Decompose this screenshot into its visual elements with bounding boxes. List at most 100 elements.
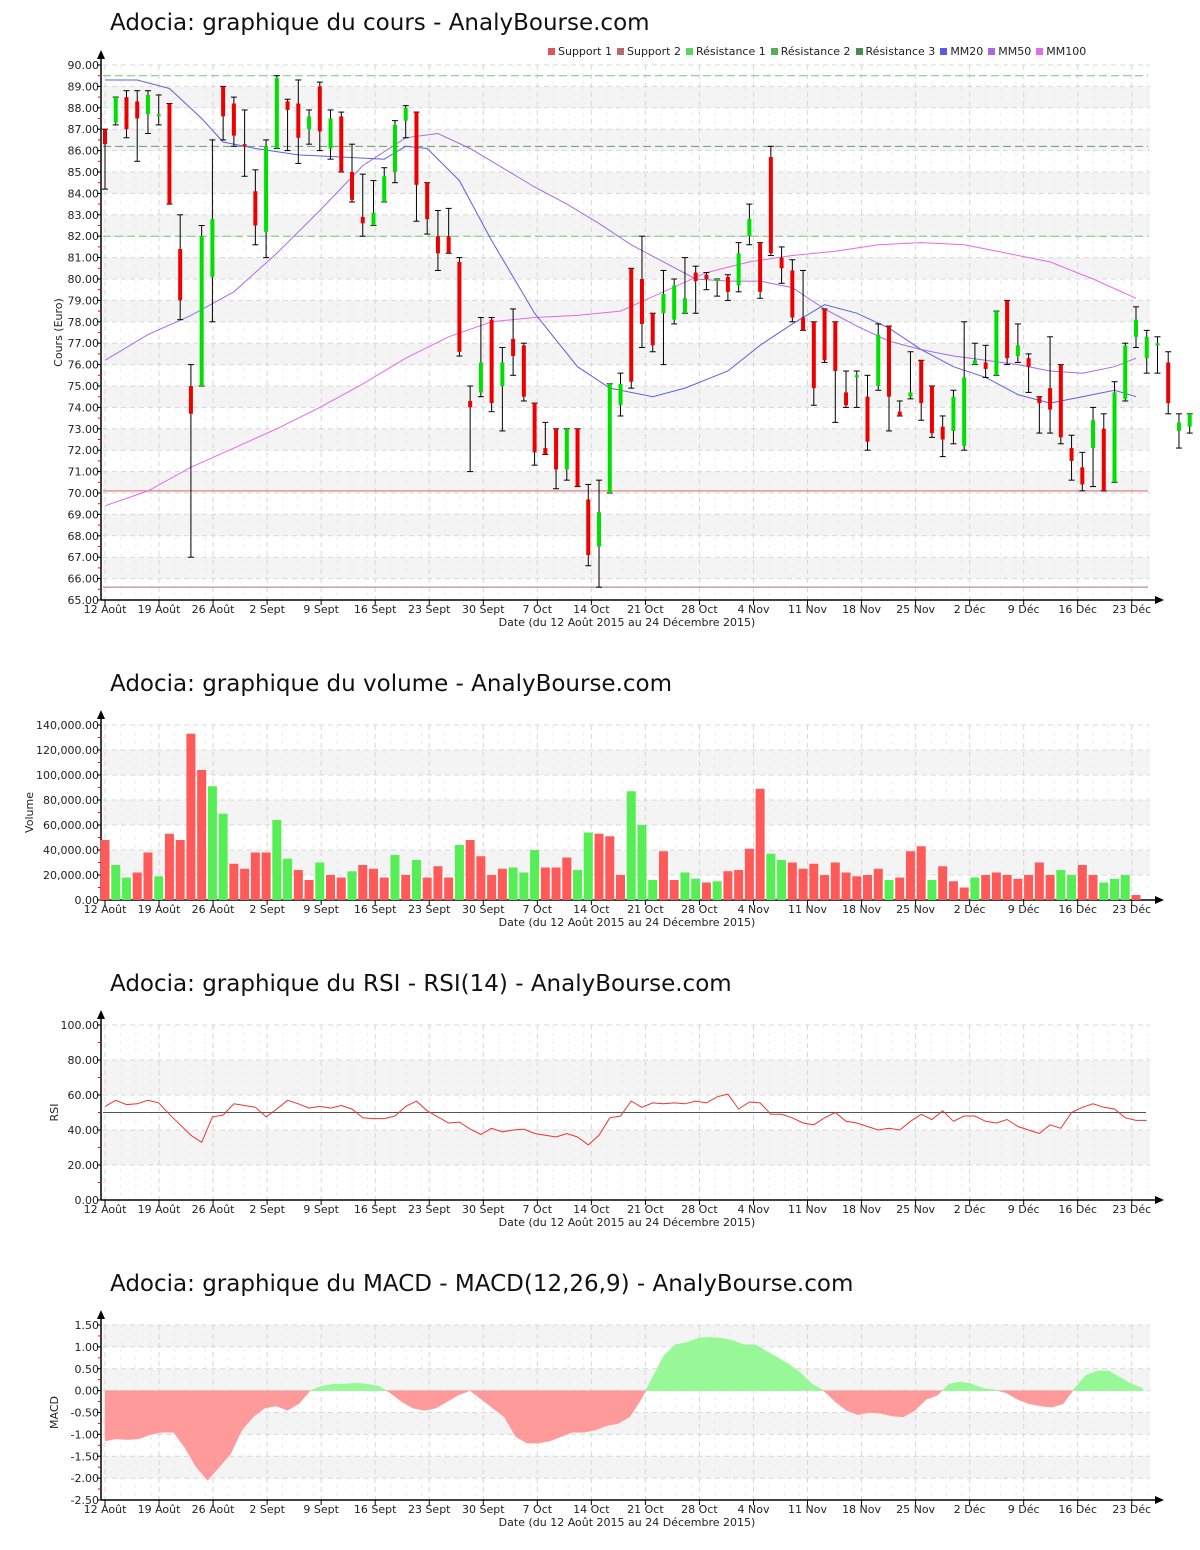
volume-bar <box>723 871 733 900</box>
candle-body <box>145 94 150 115</box>
y-tick-label: 20,000.00 <box>43 869 99 882</box>
candle <box>230 96 237 147</box>
legend-item-support-1: Support 1 <box>548 45 612 58</box>
y-tick-label: 75.00 <box>68 380 100 393</box>
x-tick-label: 23 Déc <box>1112 1203 1151 1216</box>
volume-bar <box>895 877 905 900</box>
y-tick-label: 69.00 <box>68 508 100 521</box>
candle-body <box>317 86 322 132</box>
grid-band <box>103 386 1150 408</box>
candle-body <box>682 298 687 314</box>
y-tick-label: -1.50 <box>71 1450 99 1463</box>
grid-band <box>103 1130 1150 1165</box>
candle-body <box>1080 467 1085 485</box>
y-tick-label: 76.00 <box>68 359 100 372</box>
candle <box>166 103 173 205</box>
volume-bar <box>250 852 260 900</box>
candle-body <box>693 272 698 282</box>
macd-area <box>754 1344 767 1391</box>
candle <box>746 203 753 246</box>
candle-body <box>1176 422 1181 431</box>
candle-body <box>478 362 483 393</box>
macd-area <box>287 1390 300 1411</box>
candle-body <box>886 326 891 397</box>
candle-body <box>1144 336 1149 359</box>
candle-body <box>779 257 784 269</box>
y-tick-label: 85.00 <box>68 166 100 179</box>
x-tick-label: 9 Sept <box>303 603 339 616</box>
candle <box>542 421 549 455</box>
volume-bar <box>927 880 937 900</box>
x-tick-label: 25 Nov <box>896 603 935 616</box>
macd-area <box>515 1390 528 1444</box>
volume-bar <box>411 860 421 900</box>
candle-body <box>876 334 881 386</box>
volume-bar <box>540 867 550 900</box>
candle <box>391 120 398 184</box>
volume-bar <box>336 877 346 900</box>
x-tick-label: 28 Oct <box>681 1503 718 1516</box>
macd-area <box>161 1390 174 1433</box>
volume-bar <box>164 833 174 900</box>
volume-bar <box>884 880 894 900</box>
macd-area <box>777 1357 790 1391</box>
candle <box>821 308 828 363</box>
x-axis-arrow-icon <box>1155 1196 1164 1204</box>
legend-label: Résistance 1 <box>695 45 766 58</box>
x-tick-label: 9 Sept <box>303 1203 339 1216</box>
volume-bar <box>830 862 840 900</box>
candle <box>1165 351 1172 415</box>
legend-swatch-icon <box>988 48 996 55</box>
volume-bar <box>1088 875 1098 900</box>
candle <box>1122 342 1129 402</box>
y-axis-arrow-icon <box>97 1010 105 1019</box>
macd-area <box>834 1390 847 1411</box>
candle <box>306 109 313 145</box>
macd-area <box>595 1390 608 1431</box>
y-tick-label: 84.00 <box>68 187 100 200</box>
y-tick-label: 89.00 <box>68 80 100 93</box>
legend-label: MM20 <box>950 45 984 58</box>
y-tick-label: 0.00 <box>75 894 100 907</box>
legend-item-mm100: MM100 <box>1036 45 1086 58</box>
candle-body <box>532 403 537 453</box>
candle <box>1004 299 1011 366</box>
macd-area <box>561 1390 573 1437</box>
x-tick-label: 19 Août <box>138 1203 182 1216</box>
volume-bar <box>1034 862 1044 900</box>
volume-bar <box>304 880 314 900</box>
macd-area <box>196 1390 208 1481</box>
grid-band <box>103 471 1150 493</box>
rsi-chart: 0.00 20.00 40.00 60.00 80.00 100.00 12 Août 19 … <box>48 1010 1164 1229</box>
macd-area <box>184 1390 197 1469</box>
candle <box>263 139 270 259</box>
volume-bar <box>712 881 722 900</box>
x-tick-label: 12 Août <box>84 1503 128 1516</box>
x-tick-label: 16 Déc <box>1058 1503 1097 1516</box>
candle-body <box>210 219 215 277</box>
candle-body <box>221 86 226 117</box>
legend-swatch-icon <box>770 48 778 55</box>
candle-body <box>264 146 269 232</box>
x-axis-label: Date (du 12 Août 2015 au 24 Décembre 201… <box>499 1516 756 1529</box>
rsi-line <box>104 1093 1147 1146</box>
y-tick-label: 0.50 <box>75 1363 100 1376</box>
macd-area <box>766 1350 779 1391</box>
candle <box>177 214 184 321</box>
y-tick-label: 65.00 <box>68 594 100 607</box>
macd-area <box>686 1337 699 1391</box>
volume-bar <box>701 882 711 900</box>
candle-body <box>382 176 387 202</box>
candle <box>810 321 817 406</box>
volume-bar <box>1024 875 1034 900</box>
x-tick-label: 2 Sept <box>249 1203 285 1216</box>
candle-body <box>1091 420 1096 449</box>
macd-area <box>458 1390 471 1396</box>
y-tick-label: 20.00 <box>68 1159 100 1172</box>
candle-body <box>135 101 140 119</box>
grid-band <box>103 86 1150 108</box>
x-tick-label: 11 Nov <box>788 1203 827 1216</box>
volume-bar <box>465 840 475 900</box>
x-tick-label: 11 Nov <box>788 603 827 616</box>
